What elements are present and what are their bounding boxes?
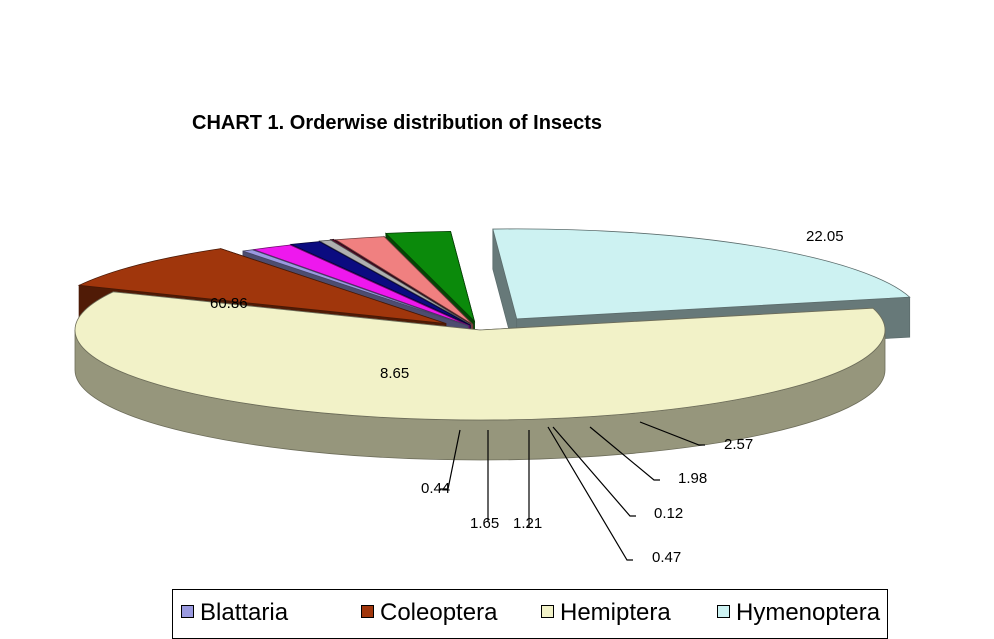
leader-line (639, 421, 705, 446)
legend-label: Hemiptera (560, 599, 671, 626)
leader-line (589, 426, 660, 481)
legend-label: Coleoptera (380, 599, 498, 626)
data-label: 8.65 (380, 365, 409, 382)
data-label: 1.98 (678, 470, 707, 487)
slice-hemiptera (74, 291, 886, 461)
legend-swatch (541, 605, 554, 618)
pie-chart: 60.86 8.65 0.44 1.65 1.21 0.47 0.12 1.98 2.57 22.… (74, 228, 911, 566)
legend-item-hemiptera: Hemiptera (541, 599, 671, 627)
legend-item-coleoptera: Coleoptera (361, 599, 497, 627)
data-label: 0.12 (654, 505, 683, 522)
chart-legend: Blattaria Coleoptera Hemiptera Hymenopte… (172, 589, 888, 639)
chart-title: CHART 1. Orderwise distribution of Insec… (192, 112, 603, 134)
legend-label: Blattaria (200, 599, 289, 626)
data-label: 0.47 (652, 549, 681, 566)
legend-item-blattaria: Blattaria (181, 599, 288, 627)
leader-line (552, 426, 636, 517)
legend-swatch (361, 605, 374, 618)
legend-item-hymenoptera: Hymenoptera (717, 599, 880, 627)
legend-swatch (181, 605, 194, 618)
data-label: 1.65 (470, 515, 499, 532)
leader-line (547, 426, 633, 561)
data-label: 22.05 (806, 228, 844, 245)
data-label: 0.44 (421, 480, 450, 497)
legend-swatch (717, 605, 730, 618)
data-label: 2.57 (724, 436, 753, 453)
legend-label: Hymenoptera (736, 599, 881, 626)
data-label: 60.86 (210, 295, 248, 312)
leader-line (440, 429, 461, 490)
data-label: 1.21 (513, 515, 542, 532)
